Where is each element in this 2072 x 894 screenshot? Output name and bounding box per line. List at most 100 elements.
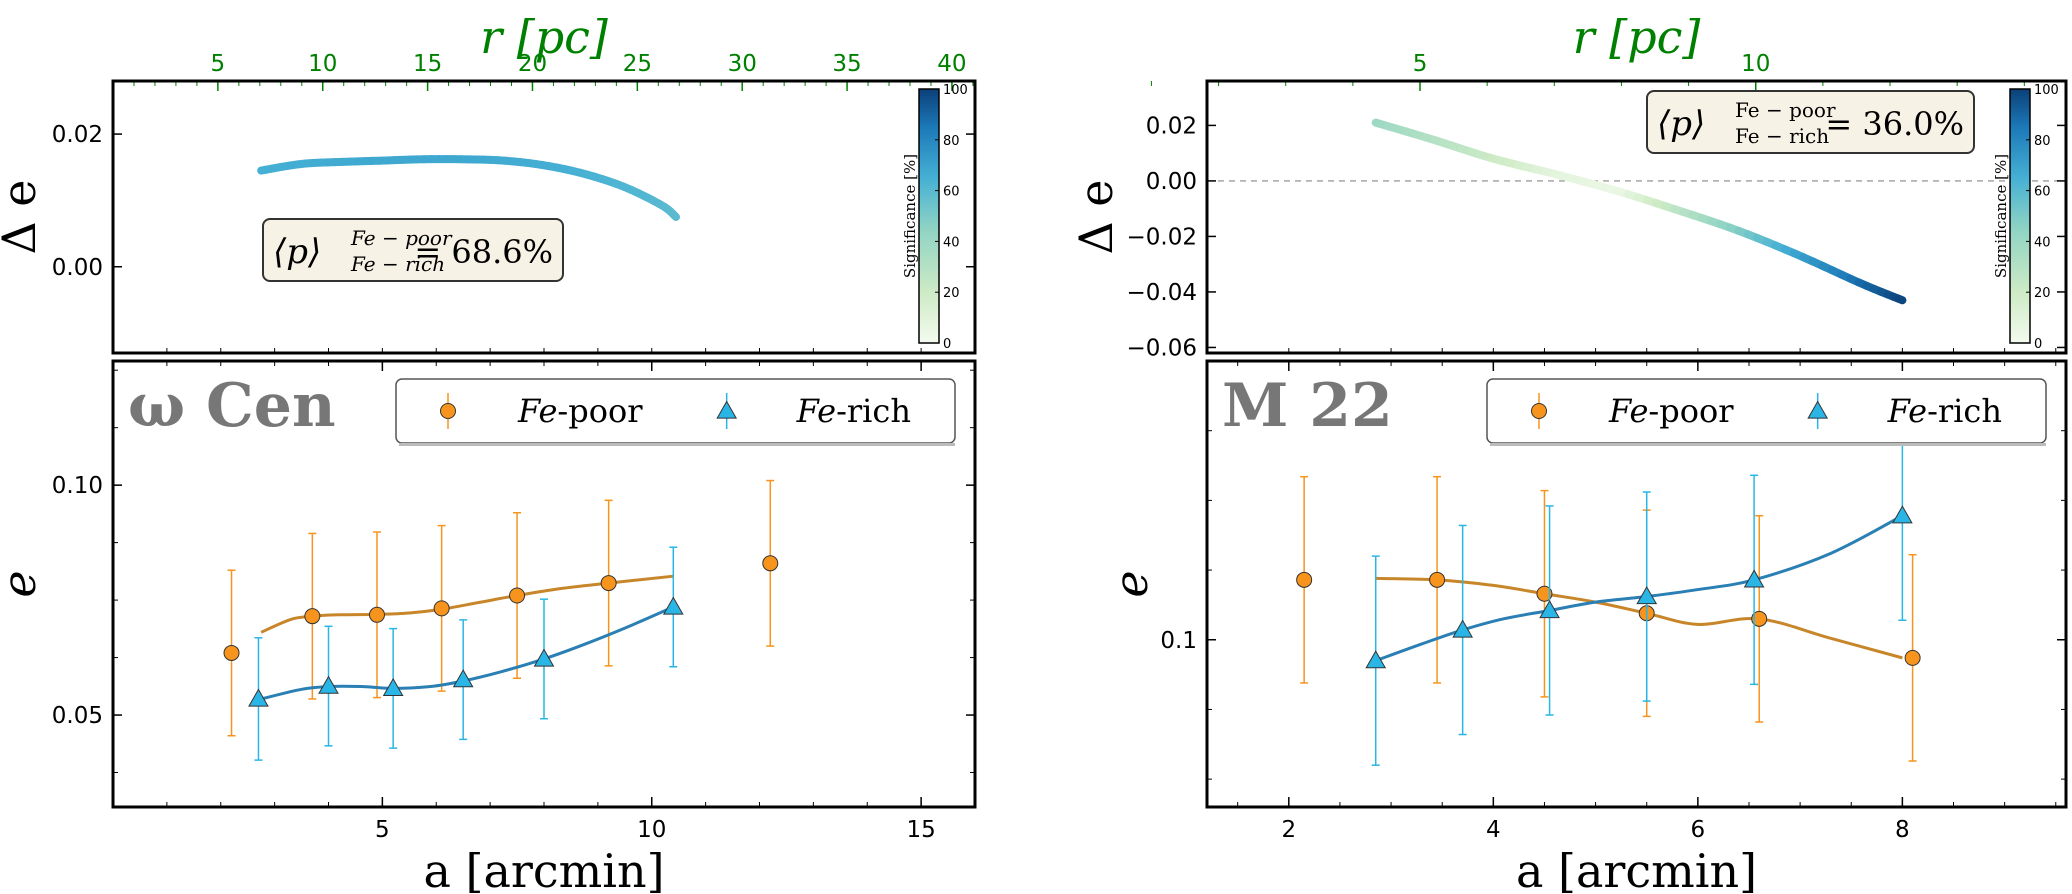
top-tick-label: 10 xyxy=(308,51,337,77)
data-point xyxy=(762,555,779,572)
data-point xyxy=(1365,650,1387,669)
top-axis-label: r [pc] xyxy=(480,10,608,64)
x-tick-label: 4 xyxy=(1486,817,1501,843)
top-axis-label: r [pc] xyxy=(1573,10,1701,64)
data-point xyxy=(433,600,450,617)
omega-cen-delta-panel: 0.00 0.02 5 10 15 20 25 30 35 40 r [pc] Δ e 0 20 40 60 8… xyxy=(0,10,977,355)
y-axis-label: e xyxy=(0,570,46,597)
colorbar xyxy=(2009,88,2031,344)
legend-label-fe-rich: Fe-rich xyxy=(796,392,911,430)
annotation-sub: Fe − rich xyxy=(1735,124,1829,148)
colorbar-tick-label: 20 xyxy=(943,286,960,301)
annotation-sub: Fe − rich xyxy=(350,252,445,276)
data-point xyxy=(509,587,526,604)
legend-shadow xyxy=(1490,443,2046,446)
data-point xyxy=(1536,585,1553,602)
top-tick-label: 30 xyxy=(728,51,757,77)
y-tick-label: −0.06 xyxy=(1127,335,1197,361)
data-point xyxy=(533,648,555,667)
x-tick-label: 2 xyxy=(1281,817,1296,843)
legend-label-italic: Fe xyxy=(796,392,836,430)
data-point xyxy=(248,688,269,707)
legend-label-fe-rich: Fe-rich xyxy=(1887,392,2002,430)
colorbar-label: Significance [%] xyxy=(1992,154,2010,278)
legend-label-italic: Fe xyxy=(1887,392,1927,430)
m22-e-panel: 0.12 4 6 8a [arcmin]eM 22 Fe-poor Fe-rich xyxy=(1104,359,2068,894)
data-point xyxy=(1904,649,1921,666)
x-tick-label: 8 xyxy=(1895,817,1910,843)
y-tick-label: 0.10 xyxy=(52,473,103,499)
data-point xyxy=(318,675,339,694)
y-tick-label: 0.00 xyxy=(52,255,103,281)
annotation-value: = 68.6% xyxy=(414,233,553,271)
legend-label-fe-poor: Fe-poor xyxy=(517,392,643,430)
top-tick-label: 5 xyxy=(1413,51,1428,77)
legend: Fe-poor Fe-rich xyxy=(395,378,956,446)
y-tick-label: 0.00 xyxy=(1146,169,1197,195)
legend-label-rest: -rich xyxy=(1927,392,2002,430)
colorbar-tick-label: 60 xyxy=(943,185,960,200)
x-tick-label: 10 xyxy=(637,817,666,843)
colorbar-tick-label: 100 xyxy=(2034,83,2059,98)
data-point xyxy=(1296,571,1313,588)
colorbar-tick-label: 40 xyxy=(2034,235,2051,250)
data-point xyxy=(1452,619,1474,638)
legend-label-rest: -poor xyxy=(557,392,643,430)
plot-background xyxy=(113,81,975,353)
legend-label-rest: -poor xyxy=(1648,392,1734,430)
data-point xyxy=(1751,610,1768,627)
annotation-sup: Fe − poor xyxy=(350,226,453,250)
data-point xyxy=(1539,599,1560,619)
annotation-mean-p: ⟨p⟩ xyxy=(273,232,321,272)
legend-label-italic: Fe xyxy=(517,392,557,430)
top-tick-label: 15 xyxy=(413,51,442,77)
data-point xyxy=(1892,505,1913,524)
annotation-sup: Fe − poor xyxy=(1735,98,1836,122)
x-tick-label: 15 xyxy=(906,817,935,843)
data-point xyxy=(368,606,385,623)
data-point xyxy=(452,669,474,688)
significance-annotation xyxy=(262,218,564,282)
legend-label-fe-poor: Fe-poor xyxy=(1608,392,1734,430)
legend-label-rest: -rich xyxy=(836,392,911,430)
data-point xyxy=(662,596,684,615)
y-axis-label: Δ e xyxy=(0,179,46,254)
colorbar-tick-label: 100 xyxy=(943,83,968,98)
data-point xyxy=(304,608,321,625)
y-tick-label: 0.02 xyxy=(1146,113,1197,139)
x-axis-label: a [arcmin] xyxy=(1516,844,1757,894)
delta-panel-frame xyxy=(1205,79,2068,355)
y-axis-label: Δ e xyxy=(1069,179,1123,254)
colorbar xyxy=(918,88,940,344)
y-tick-label: −0.04 xyxy=(1127,280,1197,306)
legend-shadow xyxy=(399,443,955,446)
x-tick-label: 5 xyxy=(375,817,390,843)
y-axis-label: e xyxy=(1104,570,1158,597)
data-point xyxy=(1636,586,1658,605)
colorbar-tick-label: 80 xyxy=(943,134,960,149)
y-tick-label: −0.02 xyxy=(1127,224,1197,250)
colorbar-tick-label: 0 xyxy=(2034,337,2042,352)
data-point xyxy=(440,403,456,419)
delta-panel-frame xyxy=(111,79,977,355)
x-tick-label: 6 xyxy=(1691,817,1706,843)
significance-annotation xyxy=(1646,90,1975,154)
legend-label-italic: Fe xyxy=(1608,392,1648,430)
top-tick-label: 20 xyxy=(518,51,547,77)
x-axis-label: a [arcmin] xyxy=(423,844,664,894)
colorbar-tick-label: 60 xyxy=(2034,185,2051,200)
cluster-label: ω Cen xyxy=(128,371,336,441)
legend: Fe-poor Fe-rich xyxy=(1486,378,2047,446)
fit-curve-fe-rich xyxy=(1375,514,1904,663)
top-tick-label: 5 xyxy=(211,51,226,77)
data-point xyxy=(1807,400,1829,419)
top-tick-label: 25 xyxy=(623,51,652,77)
data-point xyxy=(382,677,404,696)
top-tick-label: 40 xyxy=(937,51,966,77)
cluster-label: M 22 xyxy=(1222,371,1393,441)
colorbar-label: Significance [%] xyxy=(901,154,919,278)
data-point xyxy=(716,400,738,419)
colorbar-tick-label: 20 xyxy=(2034,286,2051,301)
annotation-value: = 36.0% xyxy=(1825,105,1964,143)
e-panel-frame xyxy=(111,359,977,809)
